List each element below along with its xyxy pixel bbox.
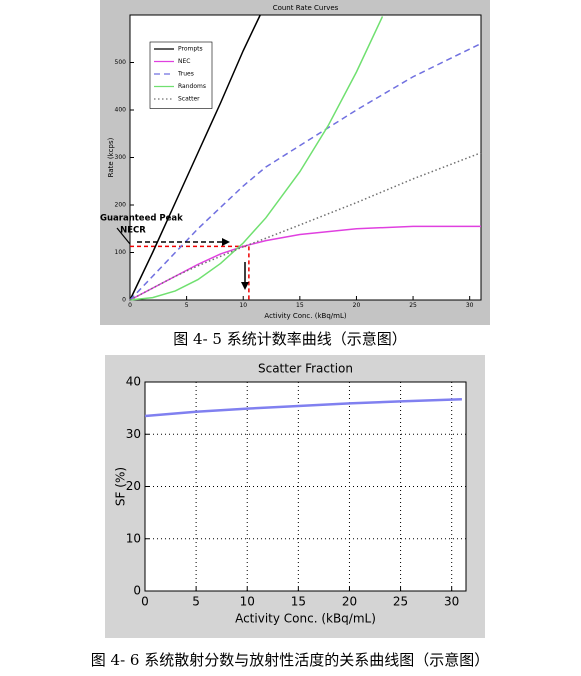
chart-title: Count Rate Curves	[273, 4, 339, 12]
legend-box	[149, 41, 213, 109]
caption: 图 4- 5 系统计数率曲线（示意图）	[173, 330, 406, 348]
arrow-head	[222, 238, 230, 246]
series-line	[129, 16, 384, 301]
chart-title: Scatter Fraction	[258, 362, 353, 376]
x-tick-label: 10	[239, 302, 247, 309]
x-tick-label: 25	[409, 302, 417, 309]
y-tick-label: 300	[115, 154, 127, 161]
x-tick-label: 5	[185, 302, 189, 309]
annotation: Guaranteed Peak	[100, 214, 183, 224]
y-tick-label: 200	[115, 202, 127, 209]
x-tick-label: 0	[141, 594, 149, 608]
y-axis-label: Rate (kcps)	[107, 137, 115, 177]
arrow-head	[241, 282, 249, 290]
x-tick-label: 10	[240, 594, 255, 608]
x-tick-label: 20	[342, 594, 357, 608]
x-tick-label: 20	[353, 302, 361, 309]
legend-label: Randoms	[178, 83, 206, 90]
x-tick-label: 30	[466, 302, 474, 309]
y-tick-label: 0	[122, 297, 126, 304]
series-line	[129, 42, 482, 301]
x-axis-label: Activity Conc. (kBq/mL)	[235, 612, 376, 626]
x-tick-label: 25	[393, 594, 408, 608]
caption: 图 4- 6 系统散射分数与放射性活度的关系曲线图（示意图）	[91, 651, 489, 669]
series-line	[144, 397, 462, 418]
y-tick-label: 400	[115, 107, 127, 114]
x-tick-label: 0	[128, 302, 132, 309]
charts: Count Rate Curves Activity Conc. (kBq/mL)…	[91, 0, 490, 669]
y-tick-label: 20	[126, 479, 141, 493]
x-axis-label: Activity Conc. (kBq/mL)	[264, 312, 346, 320]
y-tick-label: 0	[133, 584, 141, 598]
y-tick-label: 100	[115, 249, 127, 256]
x-tick-label: 15	[296, 302, 304, 309]
arrow	[116, 227, 131, 245]
annotation: NECR	[120, 226, 146, 236]
legend-label: Scatter	[178, 96, 200, 103]
series-line	[129, 14, 261, 301]
y-tick-label: 40	[126, 375, 141, 389]
x-tick-label: 5	[192, 594, 200, 608]
y-tick-label: 10	[126, 531, 141, 545]
legend-label: NEC	[178, 58, 190, 65]
y-tick-label: 30	[126, 427, 141, 441]
x-tick-label: 30	[444, 594, 459, 608]
legend-label: Prompts	[178, 46, 203, 53]
y-tick-label: 500	[115, 59, 127, 66]
x-tick-label: 15	[291, 594, 306, 608]
y-axis-label: SF (%)	[114, 467, 128, 506]
series-line	[129, 152, 482, 301]
legend-label: Trues	[177, 71, 194, 78]
